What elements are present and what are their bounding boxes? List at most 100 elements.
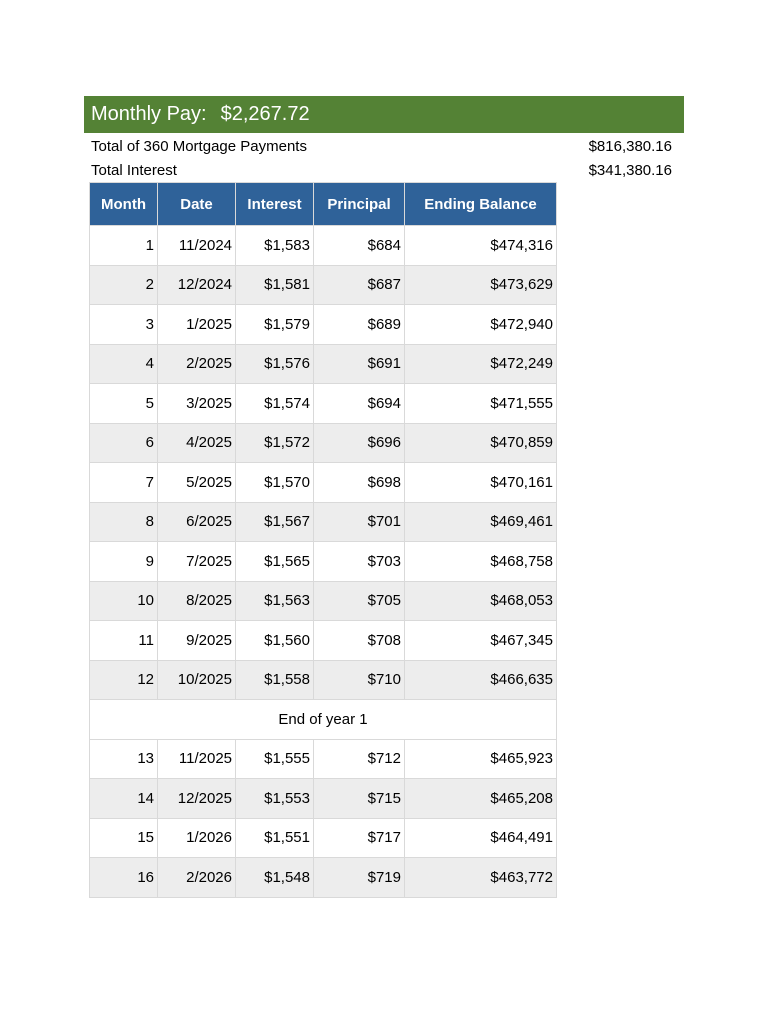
table-header-row: Month Date Interest Principal Ending Bal…	[89, 182, 557, 226]
month-cell: 3	[89, 304, 158, 345]
principal-cell: $715	[313, 778, 405, 819]
ending-balance-cell: $472,249	[404, 343, 557, 384]
monthly-pay-label: Monthly Pay:	[91, 103, 207, 125]
table-row: 13 11/2025 $1,555 $712 $465,923	[89, 738, 557, 779]
ending-balance-cell: $468,758	[404, 541, 557, 582]
interest-cell: $1,579	[235, 304, 314, 345]
principal-cell: $710	[313, 659, 405, 700]
header-date: Date	[157, 182, 236, 226]
total-payments-value: $816,380.16	[588, 138, 672, 155]
ending-balance-cell: $467,345	[404, 620, 557, 661]
table-row: 9 7/2025 $1,565 $703 $468,758	[89, 541, 557, 582]
interest-cell: $1,551	[235, 817, 314, 858]
ending-balance-cell: $469,461	[404, 501, 557, 542]
table-row: 6 4/2025 $1,572 $696 $470,859	[89, 422, 557, 463]
principal-cell: $719	[313, 857, 405, 898]
principal-cell: $691	[313, 343, 405, 384]
principal-cell: $705	[313, 580, 405, 621]
interest-cell: $1,570	[235, 462, 314, 503]
interest-cell: $1,558	[235, 659, 314, 700]
table-row: 14 12/2025 $1,553 $715 $465,208	[89, 778, 557, 819]
interest-cell: $1,572	[235, 422, 314, 463]
ending-balance-cell: $466,635	[404, 659, 557, 700]
ending-balance-cell: $465,923	[404, 738, 557, 779]
monthly-pay-value: $2,267.72	[220, 103, 310, 125]
date-cell: 9/2025	[157, 620, 236, 661]
date-cell: 1/2026	[157, 817, 236, 858]
total-payments-label: Total of 360 Mortgage Payments	[91, 138, 307, 155]
date-cell: 11/2025	[157, 738, 236, 779]
ending-balance-cell: $463,772	[404, 857, 557, 898]
month-cell: 9	[89, 541, 158, 582]
table-row: 5 3/2025 $1,574 $694 $471,555	[89, 383, 557, 424]
header-principal: Principal	[313, 182, 405, 226]
month-cell: 11	[89, 620, 158, 661]
total-payments-row: Total of 360 Mortgage Payments $816,380.…	[91, 136, 672, 158]
year-end-row: End of year 1	[89, 699, 557, 740]
table-row: 15 1/2026 $1,551 $717 $464,491	[89, 817, 557, 858]
principal-cell: $689	[313, 304, 405, 345]
table-row: 10 8/2025 $1,563 $705 $468,053	[89, 580, 557, 621]
month-cell: 13	[89, 738, 158, 779]
month-cell: 10	[89, 580, 158, 621]
principal-cell: $684	[313, 225, 405, 266]
interest-cell: $1,555	[235, 738, 314, 779]
principal-cell: $696	[313, 422, 405, 463]
table-row: 7 5/2025 $1,570 $698 $470,161	[89, 462, 557, 503]
table-body: 1 11/2024 $1,583 $684 $474,316 2 12/2024 $1,581…	[89, 225, 557, 898]
principal-cell: $698	[313, 462, 405, 503]
interest-cell: $1,565	[235, 541, 314, 582]
month-cell: 4	[89, 343, 158, 384]
principal-cell: $717	[313, 817, 405, 858]
table-row: 4 2/2025 $1,576 $691 $472,249	[89, 343, 557, 384]
month-cell: 6	[89, 422, 158, 463]
interest-cell: $1,574	[235, 383, 314, 424]
total-interest-label: Total Interest	[91, 162, 177, 179]
interest-cell: $1,553	[235, 778, 314, 819]
ending-balance-cell: $470,859	[404, 422, 557, 463]
interest-cell: $1,576	[235, 343, 314, 384]
month-cell: 16	[89, 857, 158, 898]
header-interest: Interest	[235, 182, 314, 226]
date-cell: 12/2025	[157, 778, 236, 819]
table-row: 3 1/2025 $1,579 $689 $472,940	[89, 304, 557, 345]
table-row: 16 2/2026 $1,548 $719 $463,772	[89, 857, 557, 898]
date-cell: 11/2024	[157, 225, 236, 266]
interest-cell: $1,560	[235, 620, 314, 661]
principal-cell: $701	[313, 501, 405, 542]
date-cell: 6/2025	[157, 501, 236, 542]
principal-cell: $694	[313, 383, 405, 424]
month-cell: 7	[89, 462, 158, 503]
ending-balance-cell: $474,316	[404, 225, 557, 266]
ending-balance-cell: $471,555	[404, 383, 557, 424]
date-cell: 5/2025	[157, 462, 236, 503]
ending-balance-cell: $465,208	[404, 778, 557, 819]
interest-cell: $1,548	[235, 857, 314, 898]
date-cell: 3/2025	[157, 383, 236, 424]
table-row: 1 11/2024 $1,583 $684 $474,316	[89, 225, 557, 266]
year-end-label: End of year 1	[89, 699, 557, 740]
header-month: Month	[89, 182, 158, 226]
date-cell: 8/2025	[157, 580, 236, 621]
interest-cell: $1,583	[235, 225, 314, 266]
interest-cell: $1,581	[235, 264, 314, 305]
total-interest-row: Total Interest $341,380.16	[91, 160, 672, 182]
date-cell: 4/2025	[157, 422, 236, 463]
ending-balance-cell: $472,940	[404, 304, 557, 345]
ending-balance-cell: $468,053	[404, 580, 557, 621]
table-row: 11 9/2025 $1,560 $708 $467,345	[89, 620, 557, 661]
month-cell: 12	[89, 659, 158, 700]
principal-cell: $703	[313, 541, 405, 582]
table-row: 8 6/2025 $1,567 $701 $469,461	[89, 501, 557, 542]
principal-cell: $687	[313, 264, 405, 305]
month-cell: 8	[89, 501, 158, 542]
date-cell: 2/2026	[157, 857, 236, 898]
date-cell: 12/2024	[157, 264, 236, 305]
total-interest-value: $341,380.16	[588, 162, 672, 179]
month-cell: 1	[89, 225, 158, 266]
month-cell: 5	[89, 383, 158, 424]
date-cell: 10/2025	[157, 659, 236, 700]
table-row: 12 10/2025 $1,558 $710 $466,635	[89, 659, 557, 700]
interest-cell: $1,563	[235, 580, 314, 621]
interest-cell: $1,567	[235, 501, 314, 542]
